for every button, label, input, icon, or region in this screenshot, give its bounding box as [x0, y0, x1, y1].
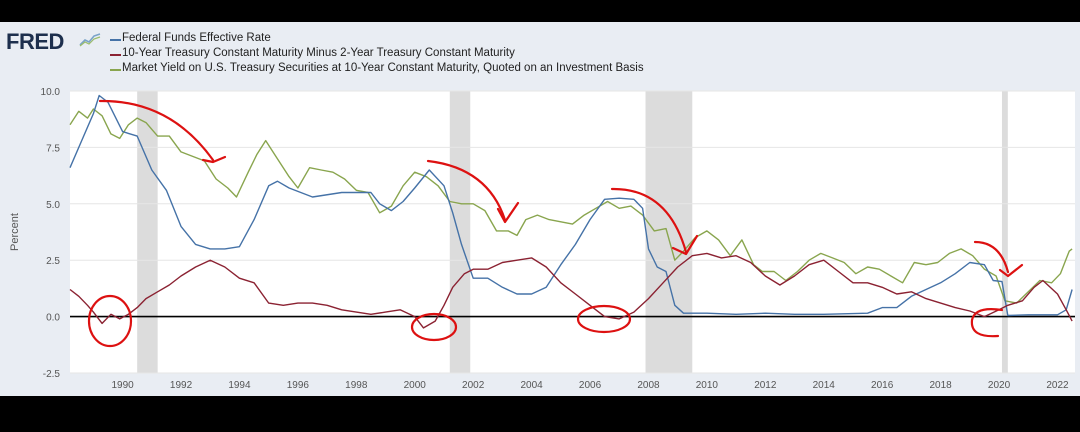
- annotation-arrow-2007: [610, 187, 688, 254]
- x-tick-label: 1994: [228, 380, 251, 391]
- annotation-arrow-1990: [98, 99, 215, 162]
- annotation-arrowhead-1990: [201, 155, 227, 164]
- fred-logo: FRED: [6, 29, 64, 54]
- annotation-circle-1989: [87, 294, 133, 348]
- x-tick-label: 2000: [404, 380, 427, 391]
- x-tick-label: 2018: [929, 380, 952, 391]
- annotation-circle-2006: [576, 304, 632, 334]
- recession-band-3: [1001, 91, 1008, 373]
- y-tick-label: 0.0: [46, 313, 60, 324]
- x-tick-label: 2022: [1046, 380, 1069, 391]
- legend-yield10: Market Yield on U.S. Treasury Securities…: [122, 62, 644, 74]
- x-tick-label: 2002: [462, 380, 485, 391]
- legend-swatch-spread: [110, 54, 121, 56]
- x-tick-label: 2012: [754, 380, 777, 391]
- x-tick-label: 2004: [520, 380, 543, 391]
- x-tick-label: 1998: [345, 380, 368, 391]
- x-tick-label: 2020: [988, 380, 1011, 391]
- series-line-spread: [69, 252, 1073, 329]
- recession-band-1: [449, 91, 471, 373]
- legend-fedfunds: Federal Funds Effective Rate: [122, 32, 271, 44]
- y-tick-label: -2.5: [43, 369, 61, 380]
- y-tick-labels: -2.5 0.0 2.5 5.0 7.5 10.0: [41, 87, 61, 380]
- x-tick-label: 2010: [696, 380, 719, 391]
- fred-logo-sparkline-icon: [79, 33, 101, 47]
- x-tick-label: 2006: [579, 380, 602, 391]
- x-tick-label: 2016: [871, 380, 894, 391]
- series-lines: [69, 94, 1073, 329]
- x-tick-label: 2008: [637, 380, 660, 391]
- annotation-arrow-2019: [973, 240, 1010, 274]
- y-tick-label: 2.5: [46, 256, 60, 267]
- x-tick-label: 1992: [170, 380, 193, 391]
- annotation-arrow-2000: [426, 159, 507, 222]
- annotations: [87, 99, 1024, 348]
- y-tick-label: 5.0: [46, 200, 60, 211]
- legend-swatch-yield10: [110, 69, 121, 71]
- series-line-fedfunds: [69, 94, 1073, 317]
- x-tick-labels: 1990 1992 1994 1996 1998 2000 2002 2004 2006 2008…: [111, 380, 1069, 391]
- legend-spread: 10-Year Treasury Constant Maturity Minus…: [122, 47, 515, 59]
- recession-bands: [137, 91, 1008, 373]
- legend-swatch-fedfunds: [110, 39, 121, 41]
- plot-area: [70, 91, 1075, 373]
- y-tick-label: 7.5: [46, 143, 60, 154]
- series-line-yield10: [69, 108, 1073, 304]
- y-tick-label: 10.0: [41, 87, 61, 98]
- recession-band-2: [645, 91, 693, 373]
- x-tick-label: 2014: [813, 380, 836, 391]
- annotation-circle-2019: [970, 308, 1004, 338]
- y-axis-label: Percent: [9, 213, 21, 251]
- annotation-arrowhead-2019: [998, 263, 1024, 278]
- x-tick-label: 1996: [287, 380, 310, 391]
- annotation-arrowhead-2000: [496, 201, 520, 224]
- annotation-circle-2000: [410, 312, 458, 342]
- x-tick-label: 1990: [111, 380, 134, 391]
- annotation-arrowhead-2007: [671, 234, 699, 256]
